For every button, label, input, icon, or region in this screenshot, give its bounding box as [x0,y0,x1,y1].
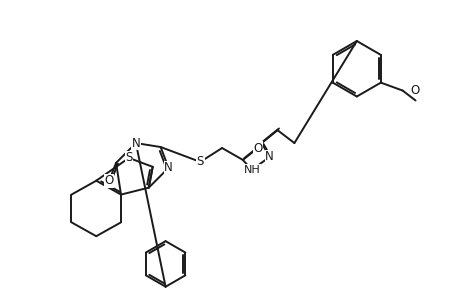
Text: O: O [410,84,419,97]
Text: N: N [131,136,140,150]
Text: S: S [125,152,132,164]
Text: S: S [196,155,203,168]
Text: O: O [252,142,262,154]
Text: N: N [265,150,274,164]
Text: NH: NH [243,165,260,175]
Text: O: O [104,174,113,187]
Text: N: N [164,161,173,174]
